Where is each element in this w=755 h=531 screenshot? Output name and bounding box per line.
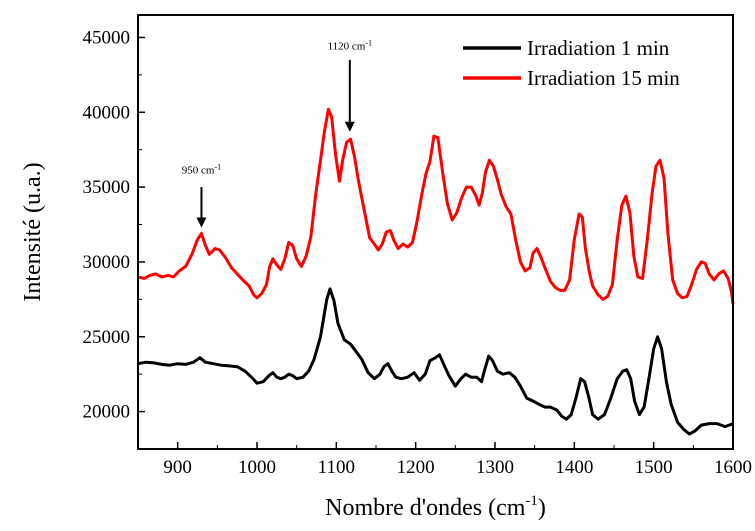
y-tick-label: 40000 [83,102,131,123]
x-axis-label-sup: -1 [525,493,538,509]
x-tick-label: 1300 [476,457,514,478]
y-tick-label: 45000 [83,27,131,48]
x-tick-label: 1400 [555,457,593,478]
x-axis-label-close: ) [538,495,546,521]
annotation-arrow-head-1 [196,217,207,228]
legend-layer: Irradiation 1 min Irradiation 15 min [463,36,680,90]
legend-label-1: Irradiation 1 min [527,36,670,60]
x-tick-label: 900 [163,457,192,478]
x-axis-label-text: Nombre d'ondes (cm [325,495,526,521]
plot-frame [137,14,734,450]
x-tick-label: 1500 [635,457,673,478]
annotation-label-1: 950 cm-1 [182,163,221,177]
series-layer [137,107,735,436]
y-tick-label: 30000 [83,252,131,273]
y-tick-label: 20000 [83,402,131,423]
x-tick-label: 1000 [238,457,276,478]
series-line-2 [137,107,735,304]
y-tick-label: 25000 [83,327,131,348]
series-line-1 [137,287,734,436]
x-tick-label: 1600 [714,457,752,478]
annotation-label-2: 1120 cm-1 [328,38,372,52]
y-tick-label: 35000 [83,177,131,198]
legend-label-2: Irradiation 15 min [527,66,680,90]
x-tick-label: 1100 [318,457,355,478]
annotation-arrow-head-2 [344,121,355,132]
annotation-layer: 950 cm-1 1120 cm-1 [182,38,372,228]
tick-layer: 900 1000 1100 1200 1300 1400 1500 1600 20000 2500… [83,27,753,478]
y-axis-label: Intensité (u.a.) [20,162,46,301]
x-axis-label: Nombre d'ondes (cm-1) [325,493,546,521]
x-tick-label: 1200 [397,457,435,478]
